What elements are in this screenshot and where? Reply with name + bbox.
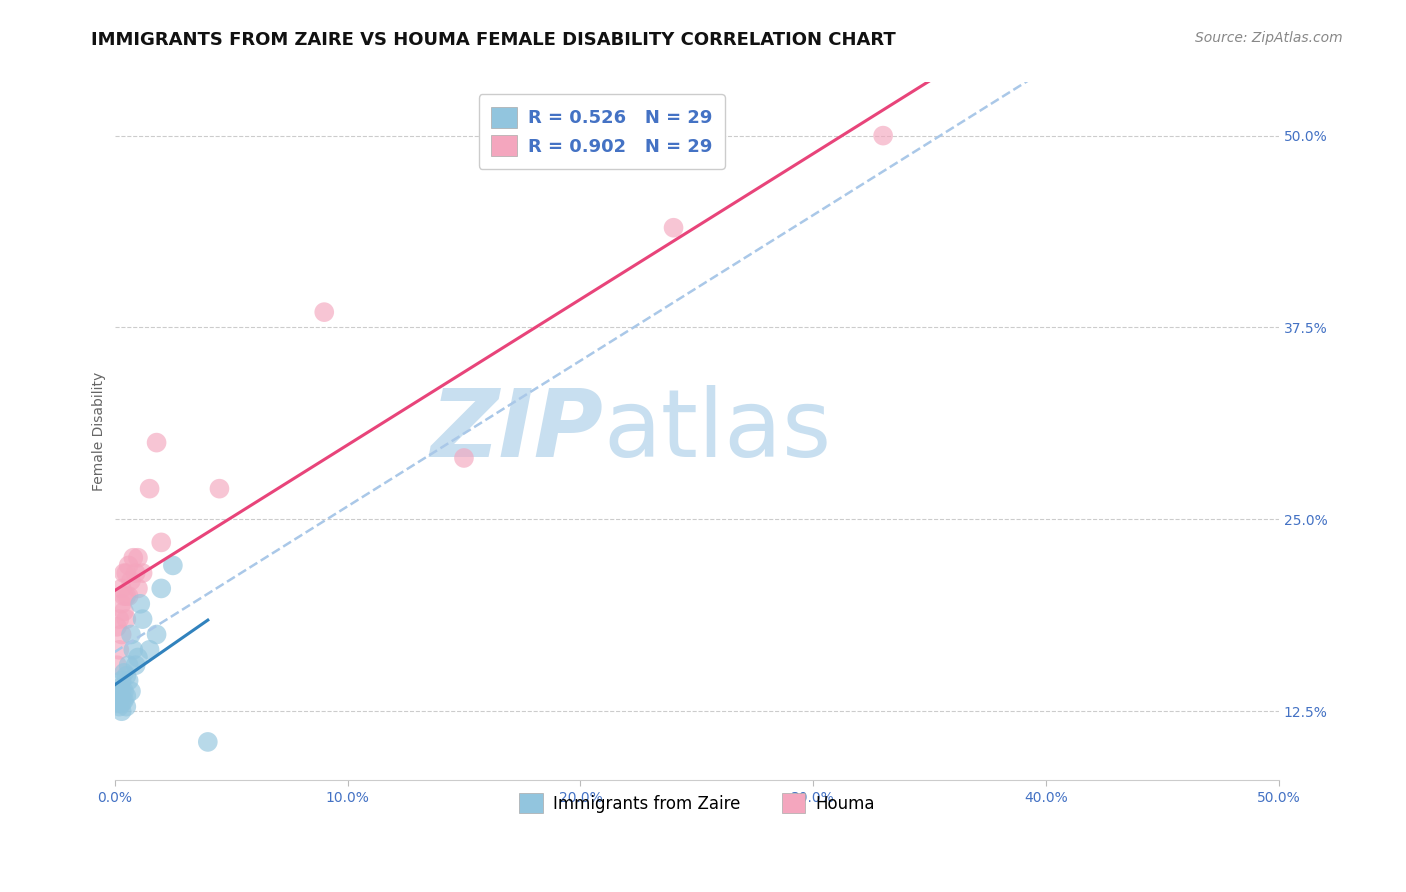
Point [111,684,134,698]
Point [112,604,135,618]
Point [108,699,131,714]
Point [105,697,128,711]
Legend: Immigrants from Zaire, Houma: Immigrants from Zaire, Houma [508,781,886,824]
Point [117,558,139,573]
Point [124,566,146,580]
Point [453,450,475,465]
Point [122,550,145,565]
Point [124,658,146,673]
Point [108,681,131,696]
Point [162,558,184,573]
Text: ZIP: ZIP [430,385,603,477]
Point [138,482,160,496]
Point [120,627,142,641]
Point [112,693,135,707]
Point [111,697,134,711]
Point [112,684,135,698]
Point [131,612,153,626]
Point [111,597,134,611]
Text: atlas: atlas [603,385,832,477]
Point [872,128,894,143]
Point [127,650,149,665]
Point [127,582,149,596]
Point [111,673,134,688]
Point [208,482,231,496]
Point [145,627,167,641]
Point [115,699,138,714]
Point [108,643,131,657]
Point [138,643,160,657]
Point [117,658,139,673]
Text: IMMIGRANTS FROM ZAIRE VS HOUMA FEMALE DISABILITY CORRELATION CHART: IMMIGRANTS FROM ZAIRE VS HOUMA FEMALE DI… [91,31,896,49]
Point [111,582,134,596]
Point [314,305,336,319]
Point [117,673,139,688]
Point [122,643,145,657]
Point [111,704,134,718]
Y-axis label: Female Disability: Female Disability [93,371,107,491]
Point [112,665,135,680]
Point [112,589,135,603]
Point [197,735,219,749]
Point [662,220,685,235]
Point [105,658,128,673]
Point [108,693,131,707]
Point [129,597,152,611]
Point [115,669,138,683]
Point [120,684,142,698]
Point [150,582,173,596]
Point [115,566,138,580]
Point [115,589,138,603]
Point [150,535,173,549]
Point [105,620,128,634]
Point [108,612,131,626]
Point [127,550,149,565]
Text: Source: ZipAtlas.com: Source: ZipAtlas.com [1195,31,1343,45]
Point [120,574,142,588]
Point [115,612,138,626]
Point [111,627,134,641]
Point [117,589,139,603]
Point [105,689,128,703]
Point [145,435,167,450]
Point [112,566,135,580]
Point [115,689,138,703]
Point [131,566,153,580]
